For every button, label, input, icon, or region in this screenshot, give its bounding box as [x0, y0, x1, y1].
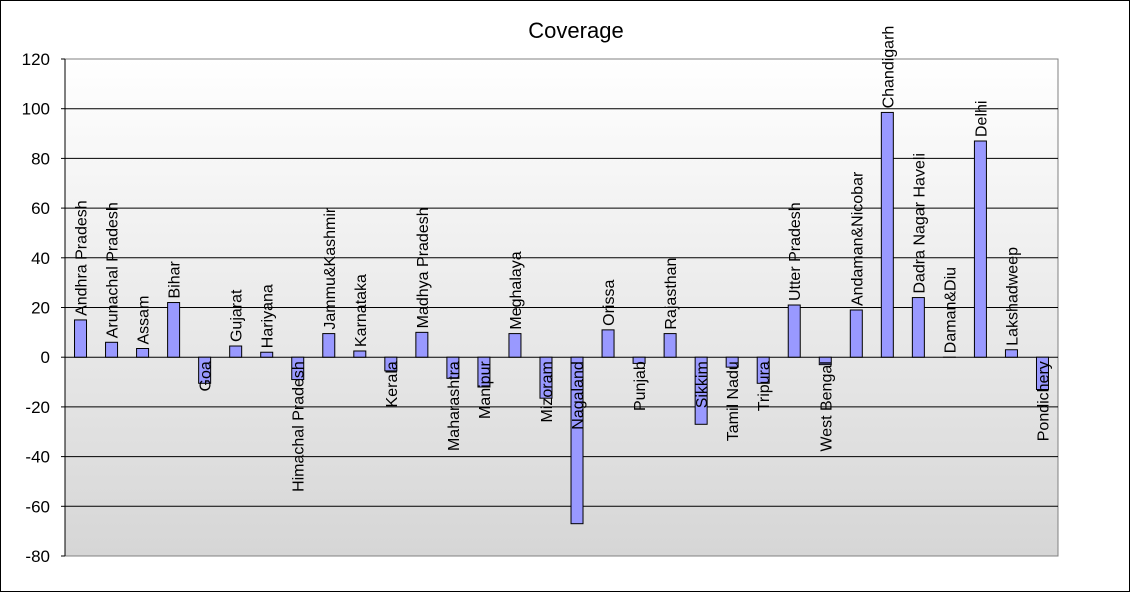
y-tick-label: 0 — [41, 348, 50, 367]
bar — [75, 320, 87, 357]
bar — [168, 303, 180, 358]
category-label: Kerala — [384, 361, 401, 407]
y-tick-label: -40 — [25, 448, 50, 467]
bar — [261, 352, 273, 357]
bar — [602, 330, 614, 357]
category-label: Gujarat — [229, 289, 246, 342]
category-label: Assam — [136, 296, 153, 345]
category-label: Chandigarh — [880, 26, 897, 109]
bar — [416, 332, 428, 357]
bar — [912, 298, 924, 358]
category-label: Madhya Pradesh — [415, 207, 432, 328]
bar — [850, 310, 862, 357]
category-label: Andaman&Nicobar — [849, 171, 866, 306]
category-label: Tripura — [756, 361, 773, 411]
chart-title: Coverage — [528, 18, 623, 43]
bar — [1005, 350, 1017, 357]
bar — [106, 342, 118, 357]
y-tick-label: 20 — [31, 299, 50, 318]
y-axis-ticks: 120 100 80 60 40 20 0 -20 -40 -60 -80 — [22, 50, 65, 566]
y-tick-label: 100 — [22, 100, 50, 119]
y-tick-label: 80 — [31, 149, 50, 168]
y-tick-label: 120 — [22, 50, 50, 69]
category-label: Arunachal Pradesh — [105, 202, 122, 338]
y-tick-label: -20 — [25, 398, 50, 417]
category-label: Karnataka — [353, 274, 370, 347]
category-label: Punjab — [632, 361, 649, 411]
category-label: Pondichery — [1035, 361, 1052, 441]
category-label: Meghalaya — [508, 251, 525, 329]
bar — [137, 349, 149, 358]
category-label: Delhi — [973, 101, 990, 137]
category-label: Lakshadweep — [1004, 247, 1021, 346]
category-label: Dadra Nagar Haveli — [911, 153, 928, 294]
category-label: Bihar — [167, 261, 184, 299]
category-label: Himachal Pradesh — [291, 361, 308, 492]
y-tick-label: -60 — [25, 497, 50, 516]
bar — [788, 305, 800, 357]
category-label: Andhra Pradesh — [74, 200, 91, 316]
y-tick-label: 60 — [31, 199, 50, 218]
category-label: Tamil Nadu — [725, 361, 742, 441]
y-tick-label: 40 — [31, 249, 50, 268]
category-label: Goa — [198, 361, 215, 391]
category-label: Rajasthan — [663, 258, 680, 330]
category-label: Mizoram — [539, 361, 556, 422]
category-label: Maharashtra — [446, 361, 463, 451]
category-label: Orissa — [601, 280, 618, 326]
category-label: West Bengal — [818, 361, 835, 451]
bar — [509, 334, 521, 358]
y-tick-label: -80 — [25, 547, 50, 566]
bar — [974, 141, 986, 357]
category-label: Daman&Diu — [942, 267, 959, 353]
category-label: Jammu&Kashmir — [322, 207, 339, 329]
category-label: Hariyana — [260, 284, 277, 348]
bar — [664, 334, 676, 358]
bar — [323, 334, 335, 358]
bar — [230, 346, 242, 357]
category-label: Sikkim — [694, 361, 711, 408]
category-label: Utter Pradesh — [787, 202, 804, 301]
bar — [881, 112, 893, 357]
category-label: Manipur — [477, 361, 494, 419]
bar — [354, 351, 366, 357]
category-label: Nagaland — [570, 361, 587, 430]
